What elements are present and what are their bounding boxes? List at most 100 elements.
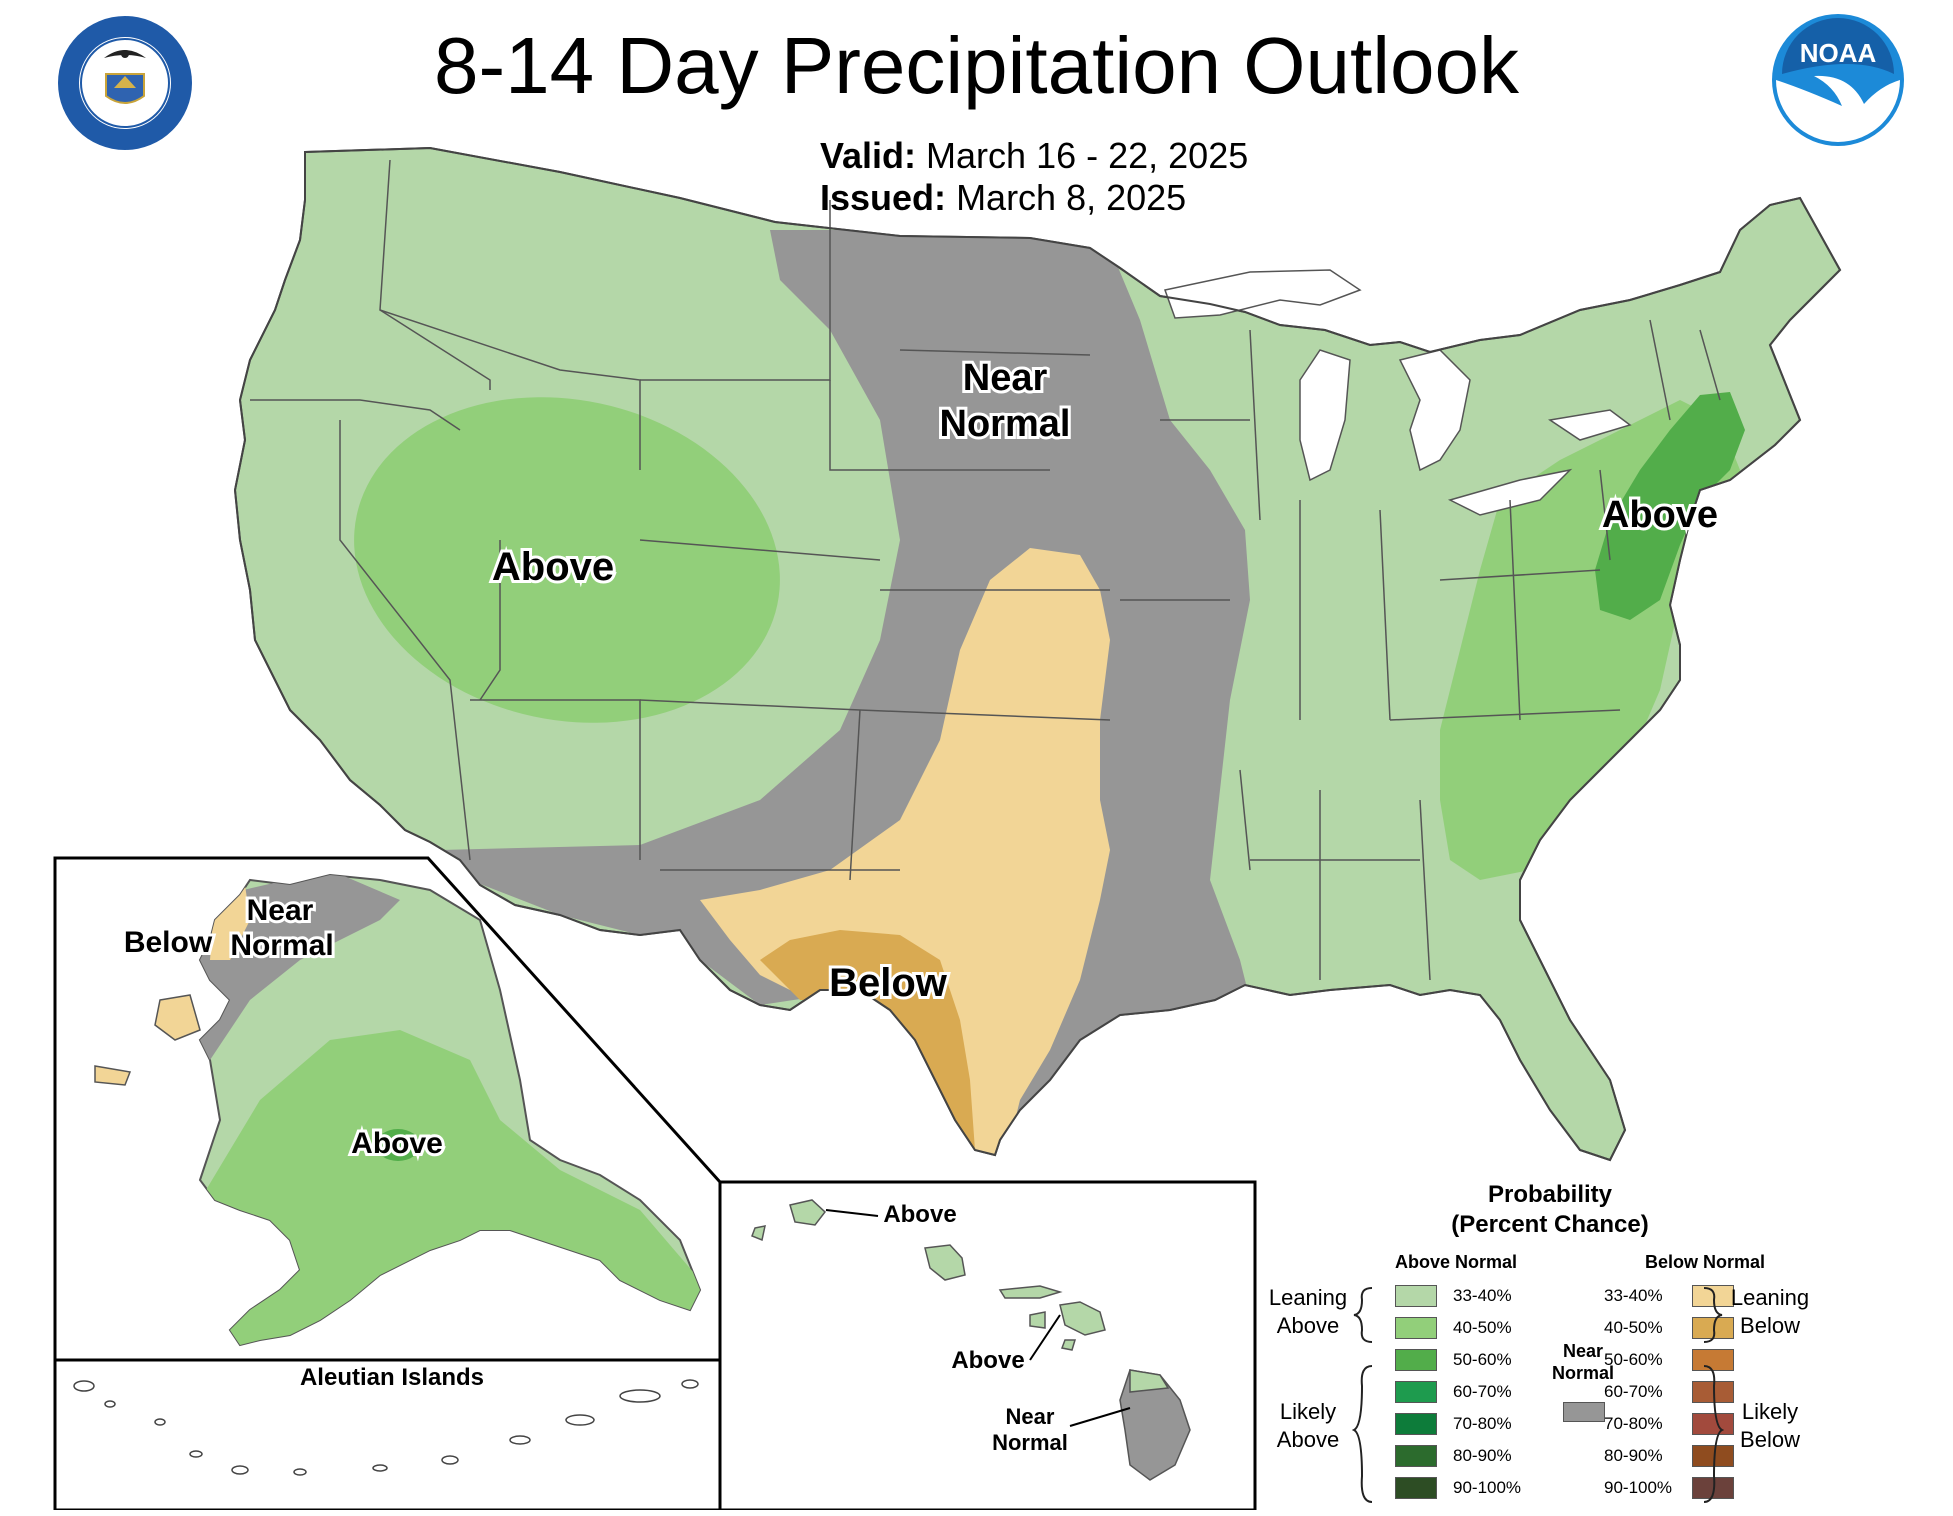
legend-range-label: 40-50% xyxy=(1453,1318,1512,1337)
legend-swatch xyxy=(1395,1477,1437,1499)
valid-label: Valid: xyxy=(820,135,917,176)
east-above-50-60-region xyxy=(1595,392,1745,620)
legend-range-label: 90-100% xyxy=(1604,1478,1673,1497)
likely-above-line2: Above xyxy=(1276,1427,1340,1452)
legend-range-label: 70-80% xyxy=(1604,1414,1663,1433)
map-title: 8-14 Day Precipitation Outlook xyxy=(434,21,1519,110)
legend-title-line1: Probability xyxy=(1487,1181,1613,1208)
below-legend-row: 90-100% xyxy=(1604,1476,1734,1500)
likely-below-line2: Below xyxy=(1740,1427,1800,1452)
state-boundaries xyxy=(250,159,1721,981)
above-normal-header: Above Normal xyxy=(1395,1252,1518,1272)
legend-swatch xyxy=(1692,1477,1734,1499)
great-lakes xyxy=(1164,269,1632,516)
above-legend-row: 40-50% xyxy=(1395,1316,1543,1340)
hawaii-islands xyxy=(751,1199,1191,1481)
near-normal-legend-line1: Near xyxy=(1562,1341,1604,1361)
leaning-below-line2: Below xyxy=(1740,1313,1800,1338)
alaska-above-50-60-region xyxy=(376,1129,420,1161)
above-legend-row: 70-80% xyxy=(1395,1412,1543,1436)
west-above-40-50-region xyxy=(354,397,780,723)
legend-range-label: 80-90% xyxy=(1604,1446,1663,1465)
alaska-near-label-line1: Near xyxy=(247,894,314,927)
near-normal-legend-line2: Normal xyxy=(1551,1363,1614,1383)
near-normal-label-line2: Normal xyxy=(940,403,1071,445)
above-legend-row: 60-70% xyxy=(1395,1380,1543,1404)
likely-above-line1: Likely xyxy=(1279,1399,1337,1424)
legend-title-line2: (Percent Chance) xyxy=(1451,1211,1649,1238)
legend-swatch xyxy=(1395,1381,1437,1403)
aleutian-islands-label: Aleutian Islands xyxy=(300,1364,484,1391)
valid-dates-line: Valid: March 16 - 22, 2025 xyxy=(820,135,1248,177)
legend-swatch xyxy=(1395,1317,1437,1339)
alaska-st-lawrence-island xyxy=(94,1065,132,1086)
noaa-logo-icon: NOAA xyxy=(1772,14,1904,146)
leaning-above-line1: Leaning xyxy=(1268,1285,1348,1310)
kauai-above-label: Above xyxy=(883,1201,956,1228)
hawaii-leader-lines xyxy=(825,1209,1131,1427)
below-legend-row: 40-50% xyxy=(1604,1316,1734,1340)
probability-legend: Probability (Percent Chance) Above Norma… xyxy=(1260,1180,1820,1510)
near-normal-swatch xyxy=(1563,1402,1605,1422)
legend-range-label: 70-80% xyxy=(1453,1414,1512,1433)
issued-label: Issued: xyxy=(820,177,947,218)
south-below-label: Below xyxy=(829,961,948,1005)
alaska-western-island xyxy=(154,994,201,1041)
likely-below-line1: Likely xyxy=(1741,1399,1799,1424)
legend-range-label: 80-90% xyxy=(1453,1446,1512,1465)
below-legend-row: 80-90% xyxy=(1604,1444,1734,1468)
legend-swatch xyxy=(1395,1349,1437,1371)
valid-dates: March 16 - 22, 2025 xyxy=(926,135,1249,176)
leaning-below-region xyxy=(700,548,1110,1160)
issued-date-line: Issued: March 8, 2025 xyxy=(820,177,1186,219)
northeast-above-label: Above xyxy=(1602,494,1718,536)
alaska-below-label: Below xyxy=(124,926,213,959)
legend-range-label: 50-60% xyxy=(1453,1350,1512,1369)
leaning-below-line1: Leaning xyxy=(1730,1285,1810,1310)
likely-below-label: Likely Below xyxy=(1720,1398,1820,1454)
likely-above-label: Likely Above xyxy=(1260,1398,1356,1454)
aleutian-islands xyxy=(73,1379,699,1476)
legend-range-label: 33-40% xyxy=(1453,1286,1512,1305)
leaning-above-line2: Above xyxy=(1276,1313,1340,1338)
legend-range-label: 90-100% xyxy=(1453,1478,1522,1497)
above-braces-icon xyxy=(1352,1287,1373,1503)
below-legend-row: 60-70% xyxy=(1604,1380,1734,1404)
legend-swatch xyxy=(1692,1285,1734,1307)
legend-range-label: 40-50% xyxy=(1604,1318,1663,1337)
below-legend-row: 50-60% xyxy=(1604,1348,1734,1372)
below-legend-row: 70-80% xyxy=(1604,1412,1734,1436)
big-island-near-label-line1: Near xyxy=(1006,1404,1055,1429)
alaska-inset-frame xyxy=(53,856,1257,1510)
legend-title: Probability (Percent Chance) xyxy=(1450,1180,1650,1240)
legend-swatch xyxy=(1395,1285,1437,1307)
legend-swatch xyxy=(1395,1413,1437,1435)
department-of-commerce-seal-icon xyxy=(58,16,192,150)
below-braces-icon xyxy=(1703,1287,1724,1503)
below-normal-header: Below Normal xyxy=(1645,1252,1766,1272)
big-island-near-label-line2: Normal xyxy=(992,1430,1068,1455)
above-legend-row: 90-100% xyxy=(1395,1476,1543,1500)
below-40-50-region xyxy=(760,930,975,1150)
leaning-below-label: Leaning Below xyxy=(1720,1284,1820,1340)
near-normal-legend-label: Near Normal xyxy=(1543,1340,1623,1384)
maui-above-label: Above xyxy=(951,1347,1024,1374)
legend-range-label: 33-40% xyxy=(1604,1286,1663,1305)
legend-swatch xyxy=(1395,1445,1437,1467)
alaska-near-label-line2: Normal xyxy=(230,929,333,962)
above-legend-row: 80-90% xyxy=(1395,1444,1543,1468)
legend-range-label: 50-60% xyxy=(1604,1350,1663,1369)
leaning-above-label: Leaning Above xyxy=(1260,1284,1356,1340)
legend-range-label: 60-70% xyxy=(1604,1382,1663,1401)
noaa-logo-text: NOAA xyxy=(1800,38,1877,68)
near-normal-label-line1: Near xyxy=(963,357,1048,399)
legend-swatch xyxy=(1692,1445,1734,1467)
legend-swatch xyxy=(1692,1413,1734,1435)
issued-date: March 8, 2025 xyxy=(956,177,1187,218)
legend-swatch xyxy=(1692,1381,1734,1403)
above-legend-row: 33-40% xyxy=(1395,1284,1543,1308)
above-legend-row: 50-60% xyxy=(1395,1348,1543,1372)
west-above-label: Above xyxy=(492,545,614,589)
legend-range-label: 60-70% xyxy=(1453,1382,1512,1401)
